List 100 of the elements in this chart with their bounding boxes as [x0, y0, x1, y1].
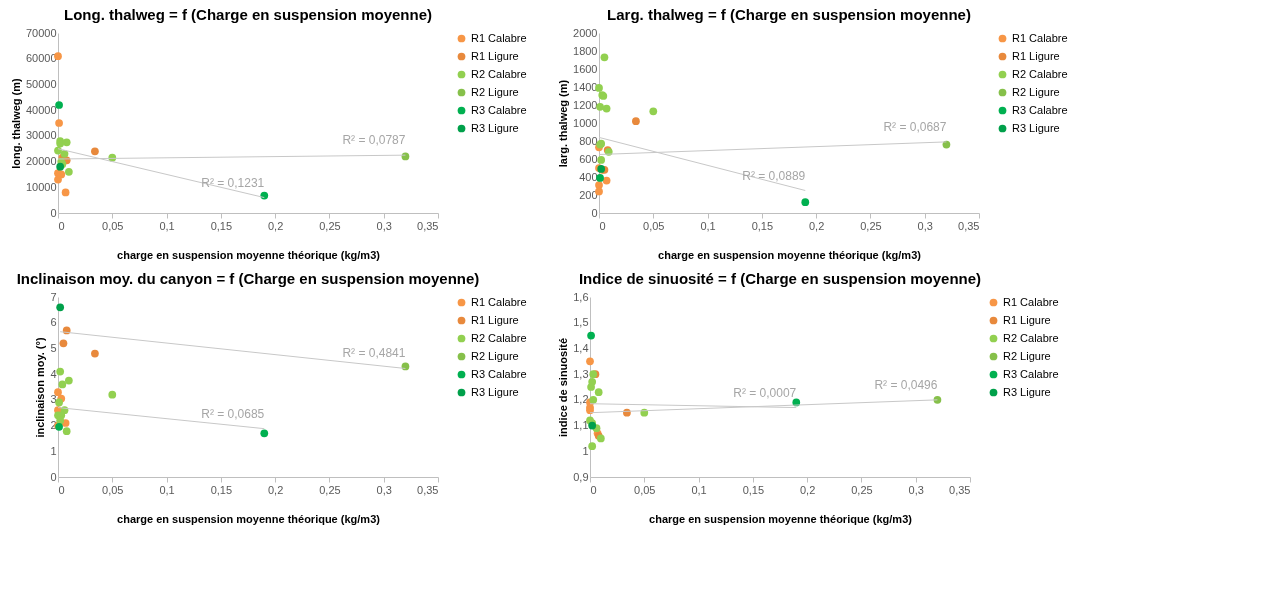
x-tick-label: 0,1 — [691, 483, 707, 496]
x-tick-label: 0,1 — [700, 219, 716, 232]
legend-label: R2 Calabre — [1003, 331, 1059, 344]
legend-label: R1 Ligure — [471, 49, 519, 62]
y-tick-label: 1,4 — [573, 341, 589, 354]
x-tick-label: 0,35 — [417, 483, 439, 496]
y-tick-label: 4 — [50, 367, 57, 380]
chart-title: Larg. thalweg = f (Charge en suspension moyenne) — [607, 6, 971, 23]
legend-label: R2 Calabre — [1012, 67, 1068, 80]
annotation: R² = 0,4841 — [342, 346, 406, 361]
x-tick-label: 0,15 — [210, 219, 233, 232]
x-tick-label: 0,15 — [210, 483, 233, 496]
y-tick-label: 1,5 — [573, 316, 589, 329]
legend-label: R2 Ligure — [471, 349, 519, 362]
y-tick-label: 1200 — [573, 98, 598, 111]
x-tick-label: 0,3 — [908, 483, 924, 496]
y-tick-label: 10000 — [25, 180, 57, 193]
y-tick-label: 0,9 — [573, 470, 589, 483]
y-tick-label: 1800 — [573, 44, 598, 57]
annotation: R² = 0,0787 — [342, 133, 406, 148]
y-tick-label: 2000 — [573, 26, 598, 39]
x-tick-label: 0,15 — [751, 219, 774, 232]
x-axis-title: charge en suspension moyenne théorique (kg/m3) — [658, 248, 922, 261]
x-tick-label: 0,3 — [917, 219, 933, 232]
annotation: R² = 0,0007 — [733, 385, 797, 400]
y-tick-label: 1000 — [573, 116, 598, 129]
legend-label: R1 Calabre — [1003, 295, 1059, 308]
y-tick-label: 800 — [579, 134, 598, 147]
legend-label: R2 Calabre — [471, 67, 527, 80]
chart-title: Inclinaison moy. du canyon = f (Charge en suspension moyenne) — [16, 270, 480, 287]
legend-label: R3 Ligure — [1003, 385, 1051, 398]
x-tick-label: 0,05 — [643, 219, 665, 232]
y-tick-label: 1,3 — [573, 367, 589, 380]
x-tick-label: 0 — [599, 219, 606, 232]
legend-label: R3 Ligure — [471, 385, 519, 398]
x-tick-label: 0,25 — [319, 483, 341, 496]
y-tick-label: 0 — [50, 206, 57, 219]
y-tick-label: 40000 — [25, 103, 57, 116]
x-tick-label: 0,35 — [949, 483, 971, 496]
x-axis-title: charge en suspension moyenne théorique (kg/m3) — [649, 512, 913, 525]
legend-label: R1 Ligure — [1003, 313, 1051, 326]
y-tick-label: 60000 — [25, 52, 57, 65]
y-tick-label: 6 — [50, 316, 57, 329]
x-axis-title: charge en suspension moyenne théorique (kg/m3) — [117, 512, 381, 525]
legend-label: R1 Calabre — [471, 295, 527, 308]
legend-label: R3 Calabre — [471, 103, 527, 116]
y-tick-label: 30000 — [25, 129, 57, 142]
x-tick-label: 0,3 — [376, 483, 392, 496]
y-tick-label: 1 — [582, 444, 589, 457]
legend-label: R1 Calabre — [471, 31, 527, 44]
x-tick-label: 0,15 — [742, 483, 765, 496]
legend-label: R1 Ligure — [471, 313, 519, 326]
annotation: R² = 0,0687 — [883, 119, 947, 134]
x-tick-label: 0,1 — [159, 483, 175, 496]
legend-label: R2 Ligure — [1012, 85, 1060, 98]
y-tick-label: 1,1 — [573, 419, 589, 432]
y-axis-title: long. thalweg (m) — [9, 77, 22, 169]
x-tick-label: 0 — [58, 219, 65, 232]
x-tick-label: 0,35 — [417, 219, 439, 232]
y-axis-title: indice de sinuosité — [557, 337, 570, 438]
x-tick-label: 0,25 — [860, 219, 882, 232]
y-tick-label: 1,2 — [573, 393, 589, 406]
y-axis-title: inclinaison moy. (°) — [34, 337, 47, 438]
x-tick-label: 0 — [58, 483, 65, 496]
x-tick-label: 0,3 — [376, 219, 392, 232]
y-tick-label: 1 — [50, 444, 57, 457]
y-tick-label: 200 — [579, 188, 598, 201]
y-tick-label: 3 — [50, 393, 57, 406]
legend-label: R1 Ligure — [1012, 49, 1060, 62]
x-axis-title: charge en suspension moyenne théorique (kg/m3) — [117, 248, 381, 261]
annotation: R² = 0,1231 — [201, 175, 265, 190]
y-tick-label: 5 — [50, 341, 57, 354]
x-tick-label: 0,2 — [799, 483, 816, 496]
x-tick-label: 0,05 — [102, 483, 124, 496]
legend-label: R3 Calabre — [1003, 367, 1059, 380]
y-tick-label: 7 — [50, 290, 57, 303]
x-tick-label: 0,1 — [159, 219, 175, 232]
y-tick-label: 70000 — [25, 26, 57, 39]
legend-label: R1 Calabre — [1012, 31, 1068, 44]
legend-label: R3 Ligure — [1012, 121, 1060, 134]
annotation: R² = 0,0496 — [874, 377, 938, 392]
legend-label: R2 Calabre — [471, 331, 527, 344]
x-tick-label: 0,25 — [851, 483, 873, 496]
legend-label: R2 Ligure — [1003, 349, 1051, 362]
legend-label: R3 Calabre — [1012, 103, 1068, 116]
annotation: R² = 0,0889 — [742, 168, 806, 183]
x-tick-label: 0,2 — [808, 219, 825, 232]
y-tick-label: 600 — [579, 152, 598, 165]
y-tick-label: 50000 — [25, 77, 57, 90]
y-tick-label: 1600 — [573, 62, 598, 75]
x-tick-label: 0,35 — [958, 219, 980, 232]
y-tick-label: 0 — [591, 206, 598, 219]
y-axis-title: larg. thalweg (m) — [557, 79, 570, 168]
annotation: R² = 0,0685 — [201, 406, 265, 421]
x-tick-label: 0,05 — [102, 219, 124, 232]
x-tick-label: 0,05 — [634, 483, 656, 496]
x-tick-label: 0,25 — [319, 219, 341, 232]
legend-label: R3 Ligure — [471, 121, 519, 134]
x-tick-label: 0,2 — [267, 483, 284, 496]
y-tick-label: 1,6 — [573, 290, 589, 303]
